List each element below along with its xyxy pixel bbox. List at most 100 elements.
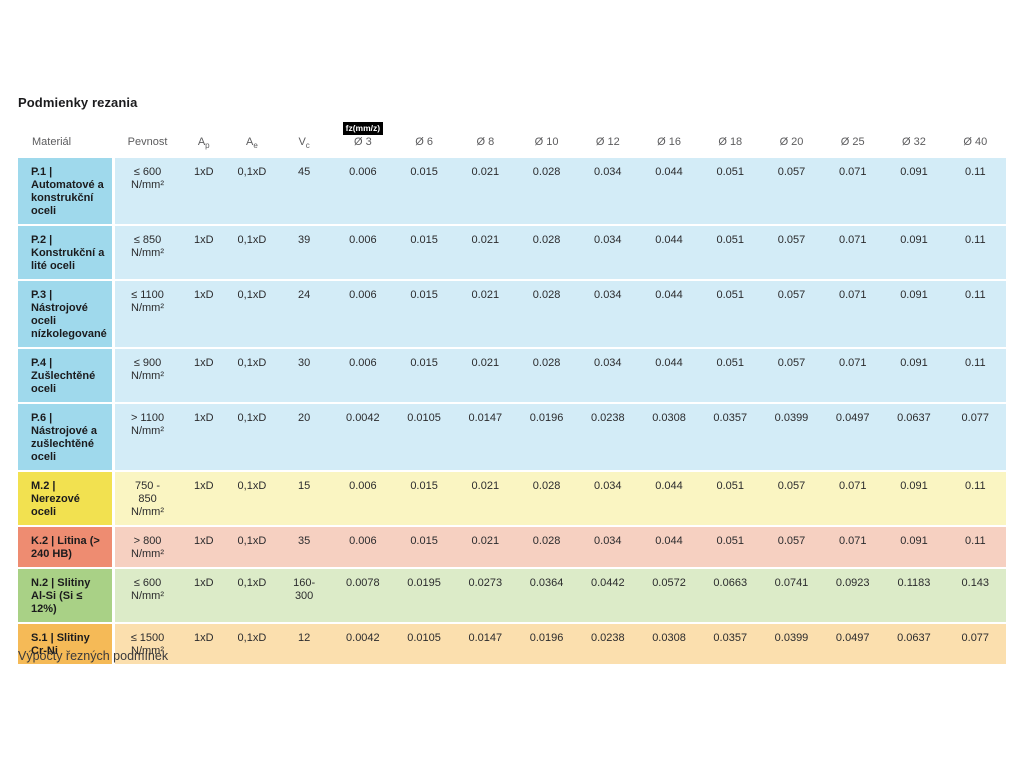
ae-cell: 0,1xD <box>227 158 277 224</box>
fz-cell: 0.015 <box>393 281 455 347</box>
material-cell: P.1 | Automatové a konstrukční oceli <box>18 158 116 224</box>
ae-cell: 0,1xD <box>227 281 277 347</box>
fz-cell: 0.091 <box>883 226 945 279</box>
page-title: Podmienky rezania <box>18 95 138 110</box>
vc-cell: 30 <box>276 349 333 402</box>
table-row-5: M.2 | Nerezové oceli 750 - 850 N/mm² 1xD… <box>18 472 1006 525</box>
fz-cell: 0.034 <box>577 349 639 402</box>
fz-cell: 0.006 <box>332 281 394 347</box>
col-header-ae: Ae <box>228 122 276 156</box>
fz-cell: 0.071 <box>822 349 884 402</box>
fz-cell: 0.11 <box>944 226 1006 279</box>
fz-cell: 0.0238 <box>577 624 639 664</box>
fz-cell: 0.091 <box>883 527 945 567</box>
fz-cell: 0.044 <box>638 472 700 525</box>
fz-cell: 0.015 <box>393 226 455 279</box>
fz-cell: 0.015 <box>393 349 455 402</box>
fz-cell: 0.0637 <box>883 404 945 470</box>
col-header-d16: Ø 16 <box>657 136 681 148</box>
fz-cell: 0.028 <box>515 349 578 402</box>
material-cell: P.2 | Konstrukční a lité oceli <box>18 226 116 279</box>
fz-cell: 0.021 <box>454 472 516 525</box>
pevnost-cell: ≤ 850 N/mm² <box>115 226 180 279</box>
material-cell: N.2 | Slitiny Al-Si (Si ≤ 12%) <box>18 569 116 622</box>
col-header-material: Materiál <box>32 136 72 148</box>
ae-cell: 0,1xD <box>227 404 277 470</box>
fz-cell: 0.044 <box>638 158 700 224</box>
ap-cell: 1xD <box>179 569 228 622</box>
fz-cell: 0.0147 <box>454 624 516 664</box>
pevnost-cell: > 1100 N/mm² <box>115 404 180 470</box>
material-cell: P.6 | Nástrojové a zušlechtěné oceli <box>18 404 116 470</box>
header-row: Materiál Pevnost Ap Ae Vc fz(mm/z) Ø 3 Ø… <box>18 122 1006 156</box>
fz-cell: 0.044 <box>638 349 700 402</box>
fz-cell: 0.0196 <box>515 624 578 664</box>
vc-subscript: c <box>305 141 310 151</box>
fz-cell: 0.071 <box>822 281 884 347</box>
ap-label: A <box>197 136 206 148</box>
col-header-pevnost: Pevnost <box>127 136 168 148</box>
fz-cell: 0.0042 <box>332 624 394 664</box>
col-header-d8: Ø 8 <box>476 136 495 148</box>
pevnost-cell: 750 - 850 N/mm² <box>115 472 180 525</box>
fz-cell: 0.057 <box>760 226 823 279</box>
pevnost-cell: ≤ 600 N/mm² <box>115 158 180 224</box>
material-cell: K.2 | Litina (> 240 HB) <box>18 527 116 567</box>
fz-cell: 0.0497 <box>822 404 884 470</box>
d3-label: Ø 3 <box>353 136 372 148</box>
vc-cell: 20 <box>276 404 333 470</box>
ap-cell: 1xD <box>179 349 228 402</box>
ap-cell: 1xD <box>179 624 228 664</box>
fz-cell: 0.028 <box>515 226 578 279</box>
fz-cell: 0.015 <box>393 158 455 224</box>
ap-cell: 1xD <box>179 281 228 347</box>
col-header-d20: Ø 20 <box>779 136 804 148</box>
fz-cell: 0.044 <box>638 527 700 567</box>
fz-cell: 0.021 <box>454 226 516 279</box>
fz-cell: 0.11 <box>944 158 1006 224</box>
fz-cell: 0.11 <box>944 349 1006 402</box>
vc-cell: 24 <box>276 281 333 347</box>
table-row-1: P.2 | Konstrukční a lité oceli ≤ 850 N/m… <box>18 226 1006 279</box>
fz-cell: 0.034 <box>577 527 639 567</box>
fz-cell: 0.006 <box>332 472 394 525</box>
col-header-d6: Ø 6 <box>415 136 433 148</box>
col-header-d18: Ø 18 <box>718 136 743 148</box>
footer-link-text[interactable]: Výpočty řezných podmínek <box>18 649 169 663</box>
fz-cell: 0.057 <box>760 527 823 567</box>
col-header-d3: fz(mm/z) Ø 3 <box>332 122 393 156</box>
ap-cell: 1xD <box>179 226 228 279</box>
material-cell: P.3 | Nástrojové oceli nízkolegované <box>18 281 116 347</box>
ae-cell: 0,1xD <box>227 349 277 402</box>
fz-cell: 0.034 <box>577 472 639 525</box>
fz-cell: 0.0195 <box>393 569 455 622</box>
material-cell: S.1 | Slitiny Cr-Ni <box>18 624 116 664</box>
pevnost-cell: ≤ 900 N/mm² <box>115 349 180 402</box>
fz-cell: 0.015 <box>393 472 455 525</box>
fz-cell: 0.044 <box>638 281 700 347</box>
vc-cell: 12 <box>276 624 333 664</box>
ae-cell: 0,1xD <box>227 472 277 525</box>
cutting-conditions-table: Materiál Pevnost Ap Ae Vc fz(mm/z) Ø 3 Ø… <box>18 120 1006 666</box>
ap-subscript: p <box>205 141 210 151</box>
fz-cell: 0.0572 <box>638 569 700 622</box>
fz-cell: 0.057 <box>760 349 823 402</box>
table-row-3: P.4 | Zušlechtěné oceli ≤ 900 N/mm² 1xD … <box>18 349 1006 402</box>
fz-cell: 0.021 <box>454 349 516 402</box>
fz-cell: 0.0308 <box>638 404 700 470</box>
fz-cell: 0.091 <box>883 349 945 402</box>
fz-cell: 0.028 <box>515 281 578 347</box>
fz-cell: 0.006 <box>332 158 394 224</box>
ae-cell: 0,1xD <box>227 569 277 622</box>
fz-cell: 0.006 <box>332 527 394 567</box>
material-cell: M.2 | Nerezové oceli <box>18 472 116 525</box>
fz-cell: 0.051 <box>699 158 761 224</box>
fz-cell: 0.051 <box>699 226 761 279</box>
fz-cell: 0.034 <box>577 281 639 347</box>
ap-cell: 1xD <box>179 527 228 567</box>
fz-cell: 0.1183 <box>883 569 945 622</box>
fz-cell: 0.091 <box>883 281 945 347</box>
fz-cell: 0.0741 <box>760 569 823 622</box>
ae-label: A <box>246 136 254 148</box>
